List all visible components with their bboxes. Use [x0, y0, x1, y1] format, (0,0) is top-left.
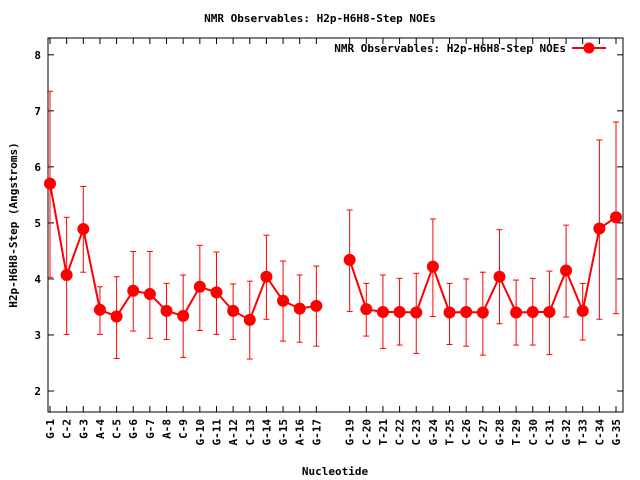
legend: NMR Observables: H2p-H6H8-Step NOEs [334, 42, 606, 55]
data-point [510, 306, 523, 319]
x-tick-label: T-25 [444, 419, 457, 446]
data-point [227, 304, 240, 317]
data-point [393, 305, 406, 318]
data-point [560, 264, 573, 277]
data-point [160, 304, 173, 317]
x-tick-label: C-22 [394, 419, 407, 446]
x-tick-label: A-12 [227, 419, 240, 446]
data-point [376, 305, 389, 318]
x-tick-label: C-20 [360, 419, 373, 446]
data-point [360, 303, 373, 316]
data-point [293, 302, 306, 315]
data-point [60, 269, 73, 282]
data-point [77, 223, 90, 236]
y-tick-label: 4 [34, 273, 41, 286]
data-point [576, 304, 589, 317]
data-point [410, 306, 423, 319]
chart-title: NMR Observables: H2p-H6H8-Step NOEs [204, 12, 436, 25]
x-axis-label: Nucleotide [302, 465, 369, 478]
x-tick-label: G-11 [210, 419, 223, 446]
plot-area [43, 90, 623, 360]
x-tick-label: G-6 [127, 419, 140, 439]
y-tick-label: 3 [34, 329, 41, 342]
data-point [426, 260, 439, 273]
x-tick-label: G-10 [194, 419, 207, 446]
data-point [610, 211, 623, 224]
plot-frame [47, 37, 624, 413]
x-tick-label: G-28 [493, 419, 506, 446]
data-point [93, 303, 106, 316]
x-tick-label: C-26 [460, 419, 473, 446]
x-tick-label: A-16 [294, 419, 307, 446]
x-tick-label: C-31 [543, 419, 556, 446]
data-point [143, 288, 156, 301]
x-tick-label: G-24 [427, 419, 440, 446]
x-tick-label: C-9 [177, 419, 190, 439]
x-tick-label: C-34 [593, 419, 606, 446]
data-point [110, 310, 123, 323]
data-point [277, 294, 290, 307]
legend-label: NMR Observables: H2p-H6H8-Step NOEs [334, 42, 566, 55]
data-point [476, 306, 489, 319]
x-tick-label: G-3 [77, 419, 90, 439]
data-point [543, 305, 556, 318]
data-point [493, 270, 506, 283]
legend-marker [583, 42, 595, 54]
data-point [243, 313, 256, 326]
y-tick-label: 2 [34, 385, 41, 398]
x-tick-label: C-30 [527, 419, 540, 446]
x-tick-label: G-35 [610, 419, 623, 446]
y-tick-label: 8 [34, 49, 41, 62]
x-tick-label: G-19 [344, 419, 357, 446]
x-tick-label: A-4 [94, 419, 107, 439]
data-point [210, 286, 223, 299]
x-tick-label: C-27 [477, 419, 490, 446]
data-point [343, 253, 356, 266]
x-tick-label: G-7 [144, 419, 157, 439]
x-tick-label: T-29 [510, 419, 523, 446]
x-tick-label: G-32 [560, 419, 573, 446]
x-tick-label: T-33 [577, 419, 590, 446]
y-tick-label: 6 [34, 161, 41, 174]
data-point [127, 284, 140, 297]
data-point [593, 222, 606, 235]
data-point [460, 305, 473, 318]
x-tick-label: A-8 [161, 419, 174, 439]
x-tick-label: G-15 [277, 419, 290, 446]
x-tick-label: C-5 [111, 419, 124, 439]
data-point [443, 306, 456, 319]
data-point [526, 305, 539, 318]
data-point [310, 299, 323, 312]
y-tick-label: 5 [34, 217, 41, 230]
x-tick-label: G-17 [310, 419, 323, 446]
x-tick-label: G-1 [44, 419, 57, 439]
x-tick-label: T-21 [377, 419, 390, 446]
y-axis-label: H2p-H6H8-Step (Angstroms) [7, 142, 20, 308]
x-tick-label: C-2 [61, 419, 74, 439]
data-point [260, 270, 273, 283]
data-point [177, 309, 190, 322]
x-tick-label: C-23 [410, 419, 423, 446]
x-tick-label: C-13 [244, 419, 257, 446]
y-tick-label: 7 [34, 105, 41, 118]
data-point [193, 280, 206, 293]
data-point [43, 177, 56, 190]
x-tick-label: G-14 [260, 419, 273, 446]
